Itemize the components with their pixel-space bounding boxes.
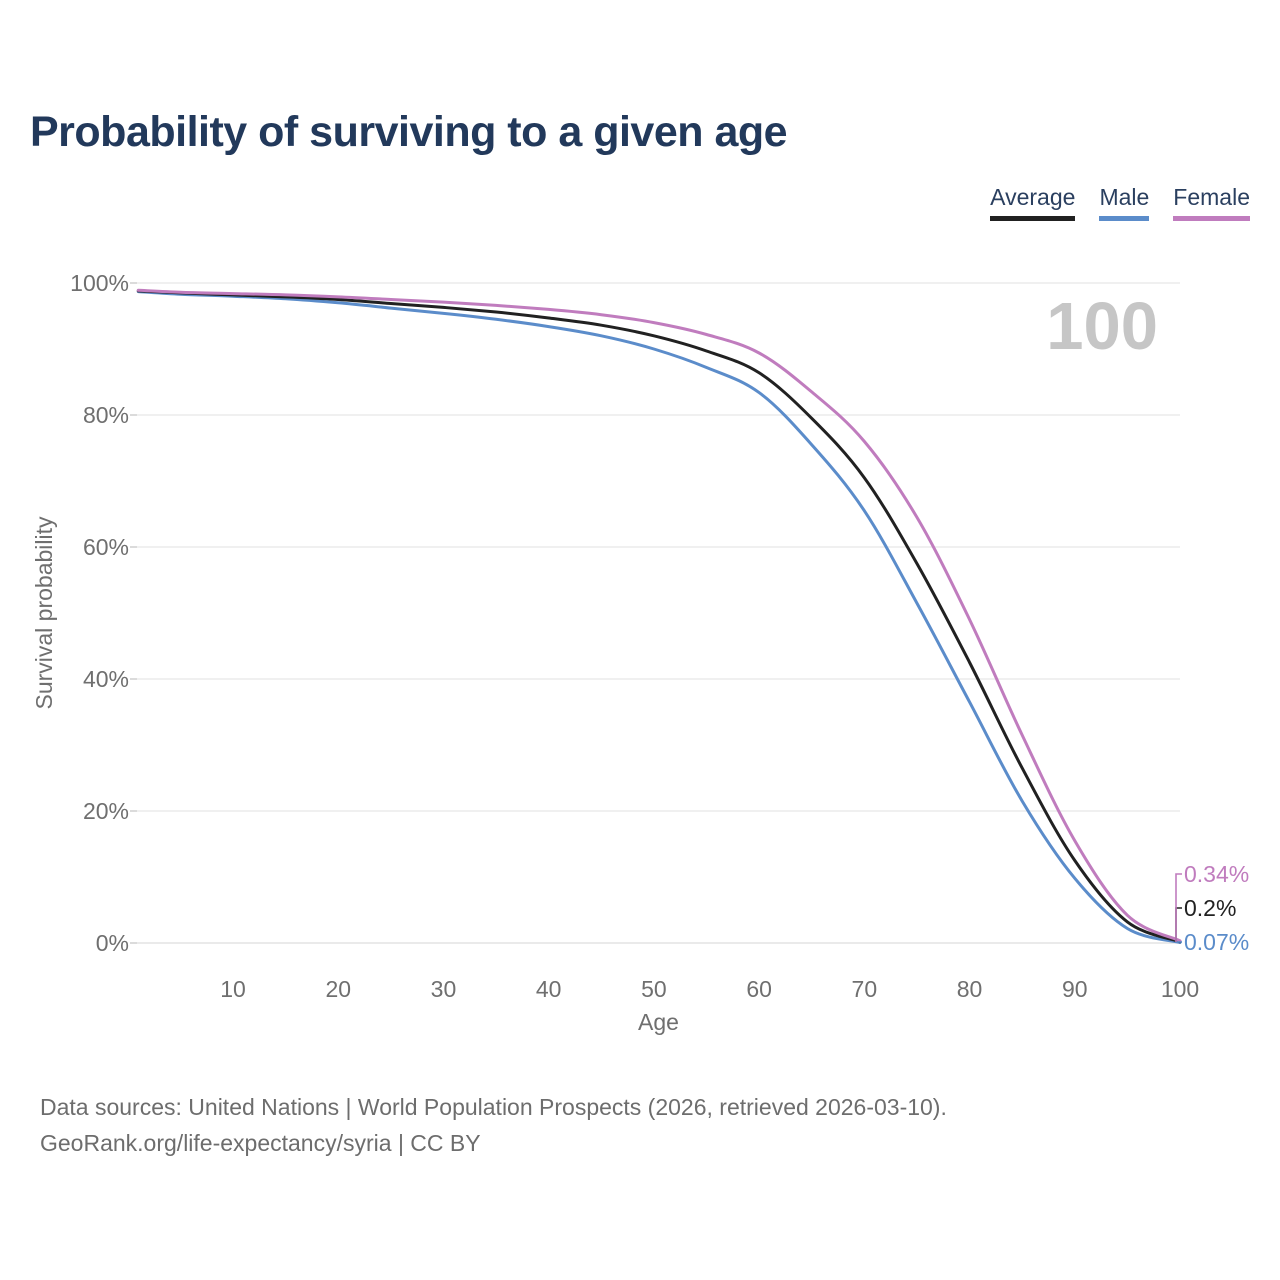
y-axis-title: Survival probability xyxy=(31,516,57,710)
footer: Data sources: United Nations | World Pop… xyxy=(40,1090,947,1162)
x-tick-label-80: 80 xyxy=(957,976,983,1002)
curve-male xyxy=(136,290,1182,944)
x-axis-title: Age xyxy=(638,1009,679,1035)
chart-title: Probability of surviving to a given age xyxy=(30,108,788,156)
x-tick-label-40: 40 xyxy=(536,976,562,1002)
end-label-average: 0.2% xyxy=(1184,895,1236,921)
x-tick-label-30: 30 xyxy=(431,976,457,1002)
x-tick-label-60: 60 xyxy=(746,976,772,1002)
y-tick-label-100%: 100% xyxy=(70,270,129,296)
footer-attribution: GeoRank.org/life-expectancy/syria | CC B… xyxy=(40,1129,481,1156)
curve-average xyxy=(136,289,1182,944)
legend: Average Male Female xyxy=(990,184,1250,222)
end-label-male: 0.07% xyxy=(1184,929,1249,955)
footer-sources: Data sources: United Nations | World Pop… xyxy=(40,1094,947,1120)
x-tick-label-20: 20 xyxy=(325,976,351,1002)
curve-female xyxy=(136,288,1182,943)
x-tick-label-50: 50 xyxy=(641,976,667,1002)
legend-item-female[interactable]: Female xyxy=(1173,184,1250,222)
legend-item-average[interactable]: Average xyxy=(990,184,1076,222)
y-tick-label-80%: 80% xyxy=(83,402,129,428)
watermark-age-100: 100 xyxy=(1046,289,1158,364)
end-connector-average xyxy=(1175,907,1182,942)
y-tick-label-40%: 40% xyxy=(83,666,129,692)
x-tick-label-100: 100 xyxy=(1161,976,1199,1002)
y-tick-label-60%: 60% xyxy=(83,534,129,560)
x-tick-label-90: 90 xyxy=(1062,976,1088,1002)
end-connector-female xyxy=(1175,873,1182,942)
x-tick-label-10: 10 xyxy=(220,976,246,1002)
y-tick-label-0%: 0% xyxy=(96,930,129,956)
end-label-female: 0.34% xyxy=(1184,861,1249,887)
legend-item-male[interactable]: Male xyxy=(1099,184,1150,222)
x-tick-label-70: 70 xyxy=(852,976,878,1002)
y-tick-label-20%: 20% xyxy=(83,798,129,824)
